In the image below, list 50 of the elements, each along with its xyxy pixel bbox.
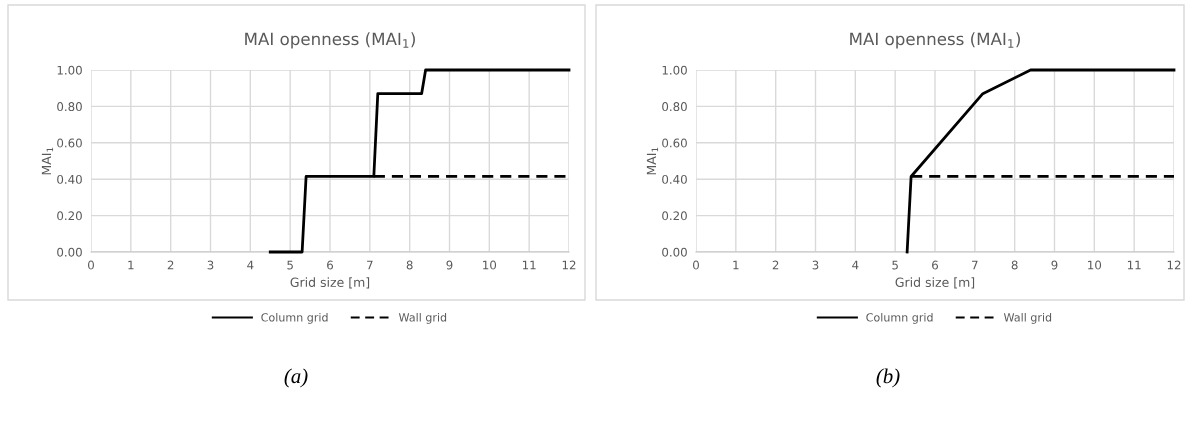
legend-label: Wall grid (398, 312, 447, 324)
x-tick-label: 0 (88, 260, 94, 270)
x-tick-label: 4 (247, 260, 254, 270)
x-tick-label: 9 (1051, 260, 1058, 270)
x-tick-label: 4 (852, 260, 859, 270)
y-axis-title: MAI$_{1}$ (41, 147, 54, 175)
x-tick-label: 6 (327, 260, 334, 270)
x-tick-label: 1 (128, 260, 134, 270)
y-tick-label: 0.60 (662, 138, 687, 148)
x-tick-label: 7 (972, 260, 978, 270)
x-tick-label: 2 (167, 260, 174, 270)
y-tick-label: 0.40 (57, 174, 82, 184)
y-tick-label: 1.00 (662, 65, 687, 75)
legend-label: Column grid (261, 312, 328, 324)
y-tick-label: 0.00 (57, 247, 82, 257)
x-tick-label: 3 (207, 260, 214, 270)
x-tick-label: 11 (1127, 260, 1141, 270)
legend-label: Wall grid (1003, 312, 1052, 324)
x-tick-label: 12 (1167, 260, 1181, 270)
x-tick-label: 2 (772, 260, 779, 270)
x-tick-label: 9 (446, 260, 453, 270)
y-tick-label: 0.40 (662, 174, 687, 184)
y-axis-title: MAI$_{1}$ (646, 147, 659, 175)
x-tick-label: 10 (483, 260, 497, 270)
x-tick-label: 3 (812, 260, 819, 270)
chart-title: MAI openness (MAI$_{1}$) (245, 32, 415, 49)
x-axis-title: Grid size [m] (895, 277, 975, 289)
y-tick-label: 1.00 (57, 65, 82, 75)
x-axis-title: Grid size [m] (290, 277, 370, 289)
x-tick-label: 10 (1088, 260, 1102, 270)
x-tick-label: 8 (1011, 260, 1018, 270)
y-tick-label: 0.80 (57, 102, 82, 112)
x-tick-label: 12 (562, 260, 576, 270)
x-tick-label: 1 (733, 260, 739, 270)
y-tick-label: 0.20 (57, 211, 82, 221)
y-tick-label: 0.20 (662, 211, 687, 221)
text: (b) (876, 368, 900, 388)
y-tick-label: 0.00 (662, 247, 687, 257)
x-tick-label: 11 (522, 260, 536, 270)
x-tick-label: 5 (287, 260, 293, 270)
y-tick-label: 0.80 (662, 102, 687, 112)
x-tick-label: 8 (406, 260, 413, 270)
x-tick-label: 0 (693, 260, 699, 270)
x-tick-label: 6 (932, 260, 939, 270)
y-tick-label: 0.60 (57, 138, 82, 148)
x-tick-label: 7 (367, 260, 373, 270)
text: (a) (284, 368, 308, 388)
legend-label: Column grid (866, 312, 933, 324)
chart-title: MAI openness (MAI$_{1}$) (850, 32, 1020, 49)
x-tick-label: 5 (892, 260, 898, 270)
